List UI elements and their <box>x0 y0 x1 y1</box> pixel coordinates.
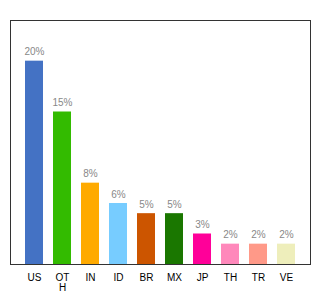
svg-text:MX: MX <box>167 272 182 283</box>
svg-text:2%: 2% <box>251 229 266 240</box>
svg-text:5%: 5% <box>167 199 182 210</box>
svg-text:BR: BR <box>140 272 154 283</box>
svg-text:5%: 5% <box>139 199 154 210</box>
svg-text:6%: 6% <box>111 189 126 200</box>
svg-text:15%: 15% <box>52 97 72 108</box>
svg-text:8%: 8% <box>83 168 98 179</box>
svg-text:JP: JP <box>197 272 209 283</box>
svg-text:2%: 2% <box>279 229 294 240</box>
svg-text:TH: TH <box>224 272 237 283</box>
svg-text:20%: 20% <box>24 46 44 57</box>
svg-text:3%: 3% <box>195 219 210 230</box>
svg-text:VE: VE <box>280 272 294 283</box>
svg-text:US: US <box>28 272 42 283</box>
svg-text:2%: 2% <box>223 229 238 240</box>
svg-text:ID: ID <box>114 272 124 283</box>
svg-text:TR: TR <box>252 272 265 283</box>
svg-text:OTH: OTH <box>56 272 70 293</box>
svg-text:IN: IN <box>86 272 96 283</box>
